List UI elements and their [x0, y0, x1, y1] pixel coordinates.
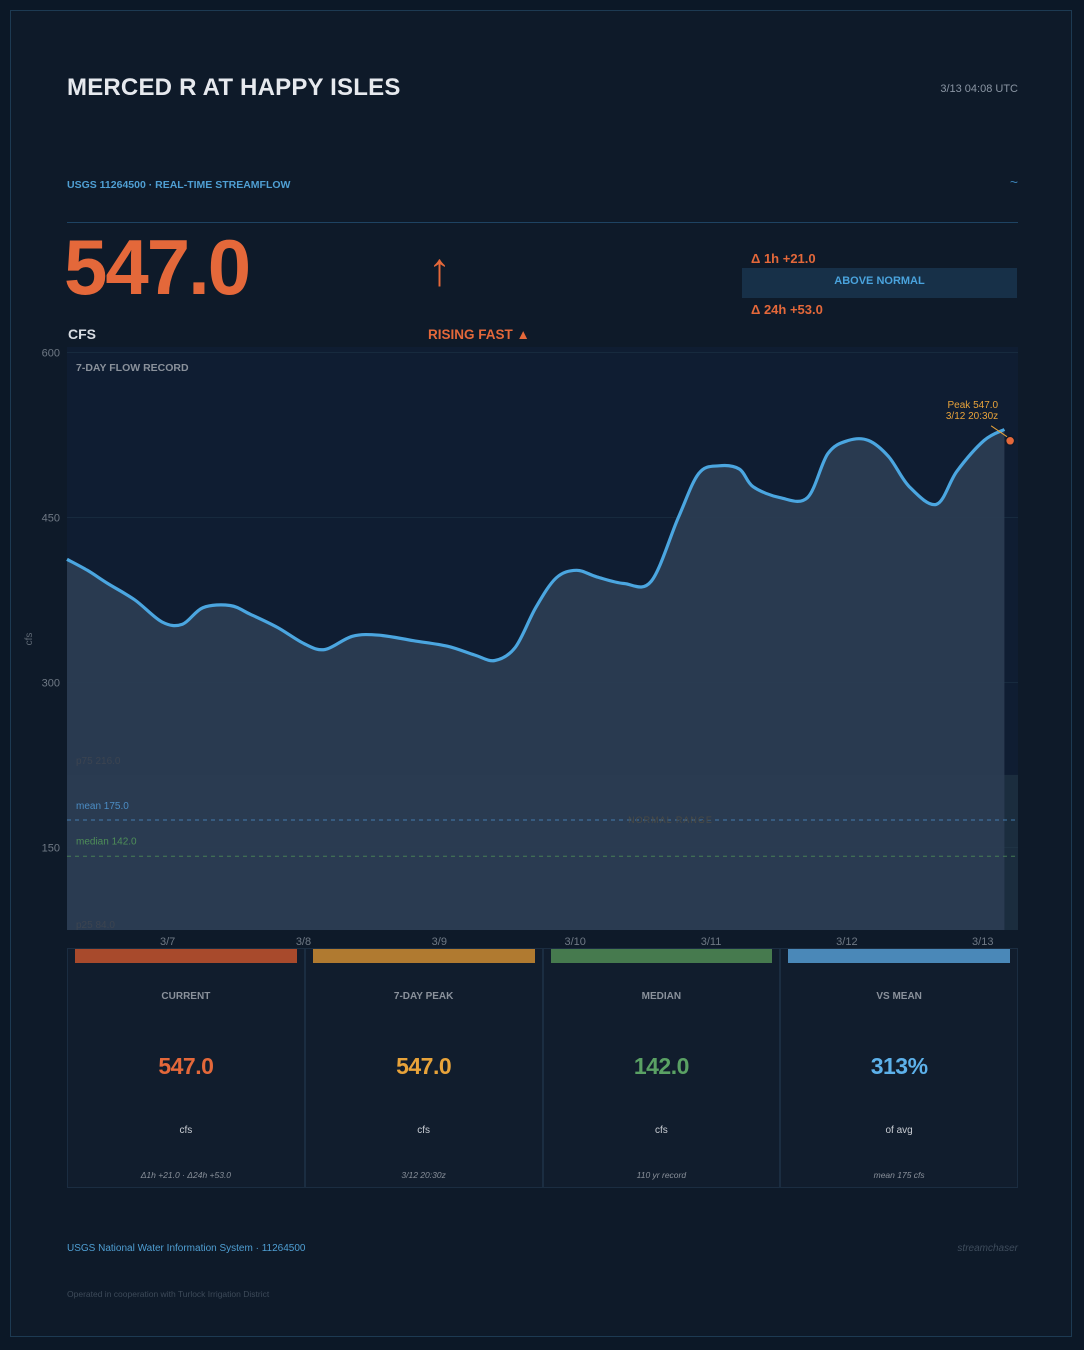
tile-note: 3/12 20:30z — [401, 1170, 446, 1180]
peak-marker — [1004, 435, 1016, 447]
median-label: median 142.0 — [76, 836, 137, 847]
tile-median: MEDIAN 142.0 cfs 110 yr record — [542, 948, 781, 1188]
tile-label: 7-DAY PEAK — [393, 991, 454, 1002]
current-flow-value: 547.0 — [64, 223, 251, 311]
brand-logo: streamchaser — [957, 1243, 1018, 1254]
x-tick-label: 3/10 — [564, 936, 585, 948]
flow-area — [67, 429, 1005, 930]
tile-value: 142.0 — [633, 1053, 690, 1079]
status-badge: ABOVE NORMAL — [742, 268, 1017, 298]
x-tick-label: 3/7 — [160, 936, 175, 948]
timestamp: 3/13 04:08 UTC — [940, 83, 1018, 95]
x-tick-label: 3/11 — [701, 936, 722, 948]
flow-line — [66, 428, 1006, 663]
flow-chart: mean 175.0 median 142.0 p75 216.0 p25 84… — [24, 347, 1018, 948]
y-tick-label: 600 — [42, 348, 60, 360]
trend-arrow-icon: ↑ — [428, 243, 451, 295]
tile-vs-mean: VS MEAN 313% of avg mean 175 cfs — [780, 948, 1018, 1188]
chart-title: 7-DAY FLOW RECORD — [76, 362, 189, 374]
tile-accent-bar — [550, 949, 773, 963]
y-tick-label: 150 — [42, 843, 60, 855]
peak-leader-line — [990, 425, 1008, 438]
tile-accent-bar — [75, 949, 297, 963]
station-subtitle: USGS 11264500 · REAL-TIME STREAMFLOW — [67, 179, 291, 191]
station-title: MERCED R AT HAPPY ISLES — [67, 74, 401, 101]
x-tick-label: 3/12 — [836, 936, 857, 948]
normal-range-label: NORMAL RANGE — [628, 815, 713, 825]
p75-label: p75 216.0 — [76, 756, 121, 767]
tile-accent-bar — [788, 949, 1010, 963]
y-tick-label: 300 — [42, 678, 60, 690]
tile-unit: cfs — [417, 1125, 431, 1136]
tile-unit: cfs — [179, 1125, 193, 1136]
tile-unit: of avg — [885, 1125, 913, 1136]
trend-label: RISING FAST ▲ — [428, 327, 530, 342]
tile-note: Δ1h +21.0 · Δ24h +53.0 — [140, 1170, 232, 1180]
tile-note: mean 175 cfs — [873, 1170, 925, 1180]
tile-accent-bar — [312, 949, 535, 963]
tile-value: 547.0 — [158, 1053, 214, 1079]
tile-value: 313% — [870, 1053, 928, 1079]
p25-label: p25 84.0 — [76, 920, 115, 931]
peak-label: Peak 547.0 — [948, 400, 999, 411]
summary-tiles: CURRENT 547.0 cfs Δ1h +21.0 · Δ24h +53.0… — [67, 948, 1018, 1188]
tile-unit: cfs — [654, 1125, 668, 1136]
tile-7-day-peak: 7-DAY PEAK 547.0 cfs 3/12 20:30z — [304, 948, 543, 1188]
tile-label: VS MEAN — [876, 991, 922, 1002]
divider — [67, 222, 1018, 223]
y-tick-label: 450 — [42, 513, 60, 525]
y-axis-label: cfs — [24, 633, 35, 646]
x-tick-label: 3/13 — [972, 936, 993, 948]
delta-24h: Δ 24h +53.0 — [751, 302, 823, 317]
tilde-icon: ~ — [1009, 174, 1018, 190]
tile-current: CURRENT 547.0 cfs Δ1h +21.0 · Δ24h +53.0 — [67, 948, 305, 1188]
peak-time: 3/12 20:30z — [946, 411, 998, 422]
delta-1h: Δ 1h +21.0 — [751, 251, 816, 266]
footer-source-link[interactable]: USGS National Water Information System ·… — [67, 1243, 306, 1254]
tile-label: CURRENT — [161, 991, 211, 1002]
x-tick-label: 3/9 — [432, 936, 447, 948]
mean-label: mean 175.0 — [76, 801, 129, 812]
tile-note: 110 yr record — [636, 1170, 687, 1180]
cooperation-note: Operated in cooperation with Turlock Irr… — [67, 1289, 270, 1299]
flow-unit: CFS — [68, 326, 96, 342]
tile-value: 547.0 — [396, 1053, 452, 1079]
x-tick-label: 3/8 — [296, 936, 311, 948]
tile-label: MEDIAN — [641, 991, 682, 1002]
